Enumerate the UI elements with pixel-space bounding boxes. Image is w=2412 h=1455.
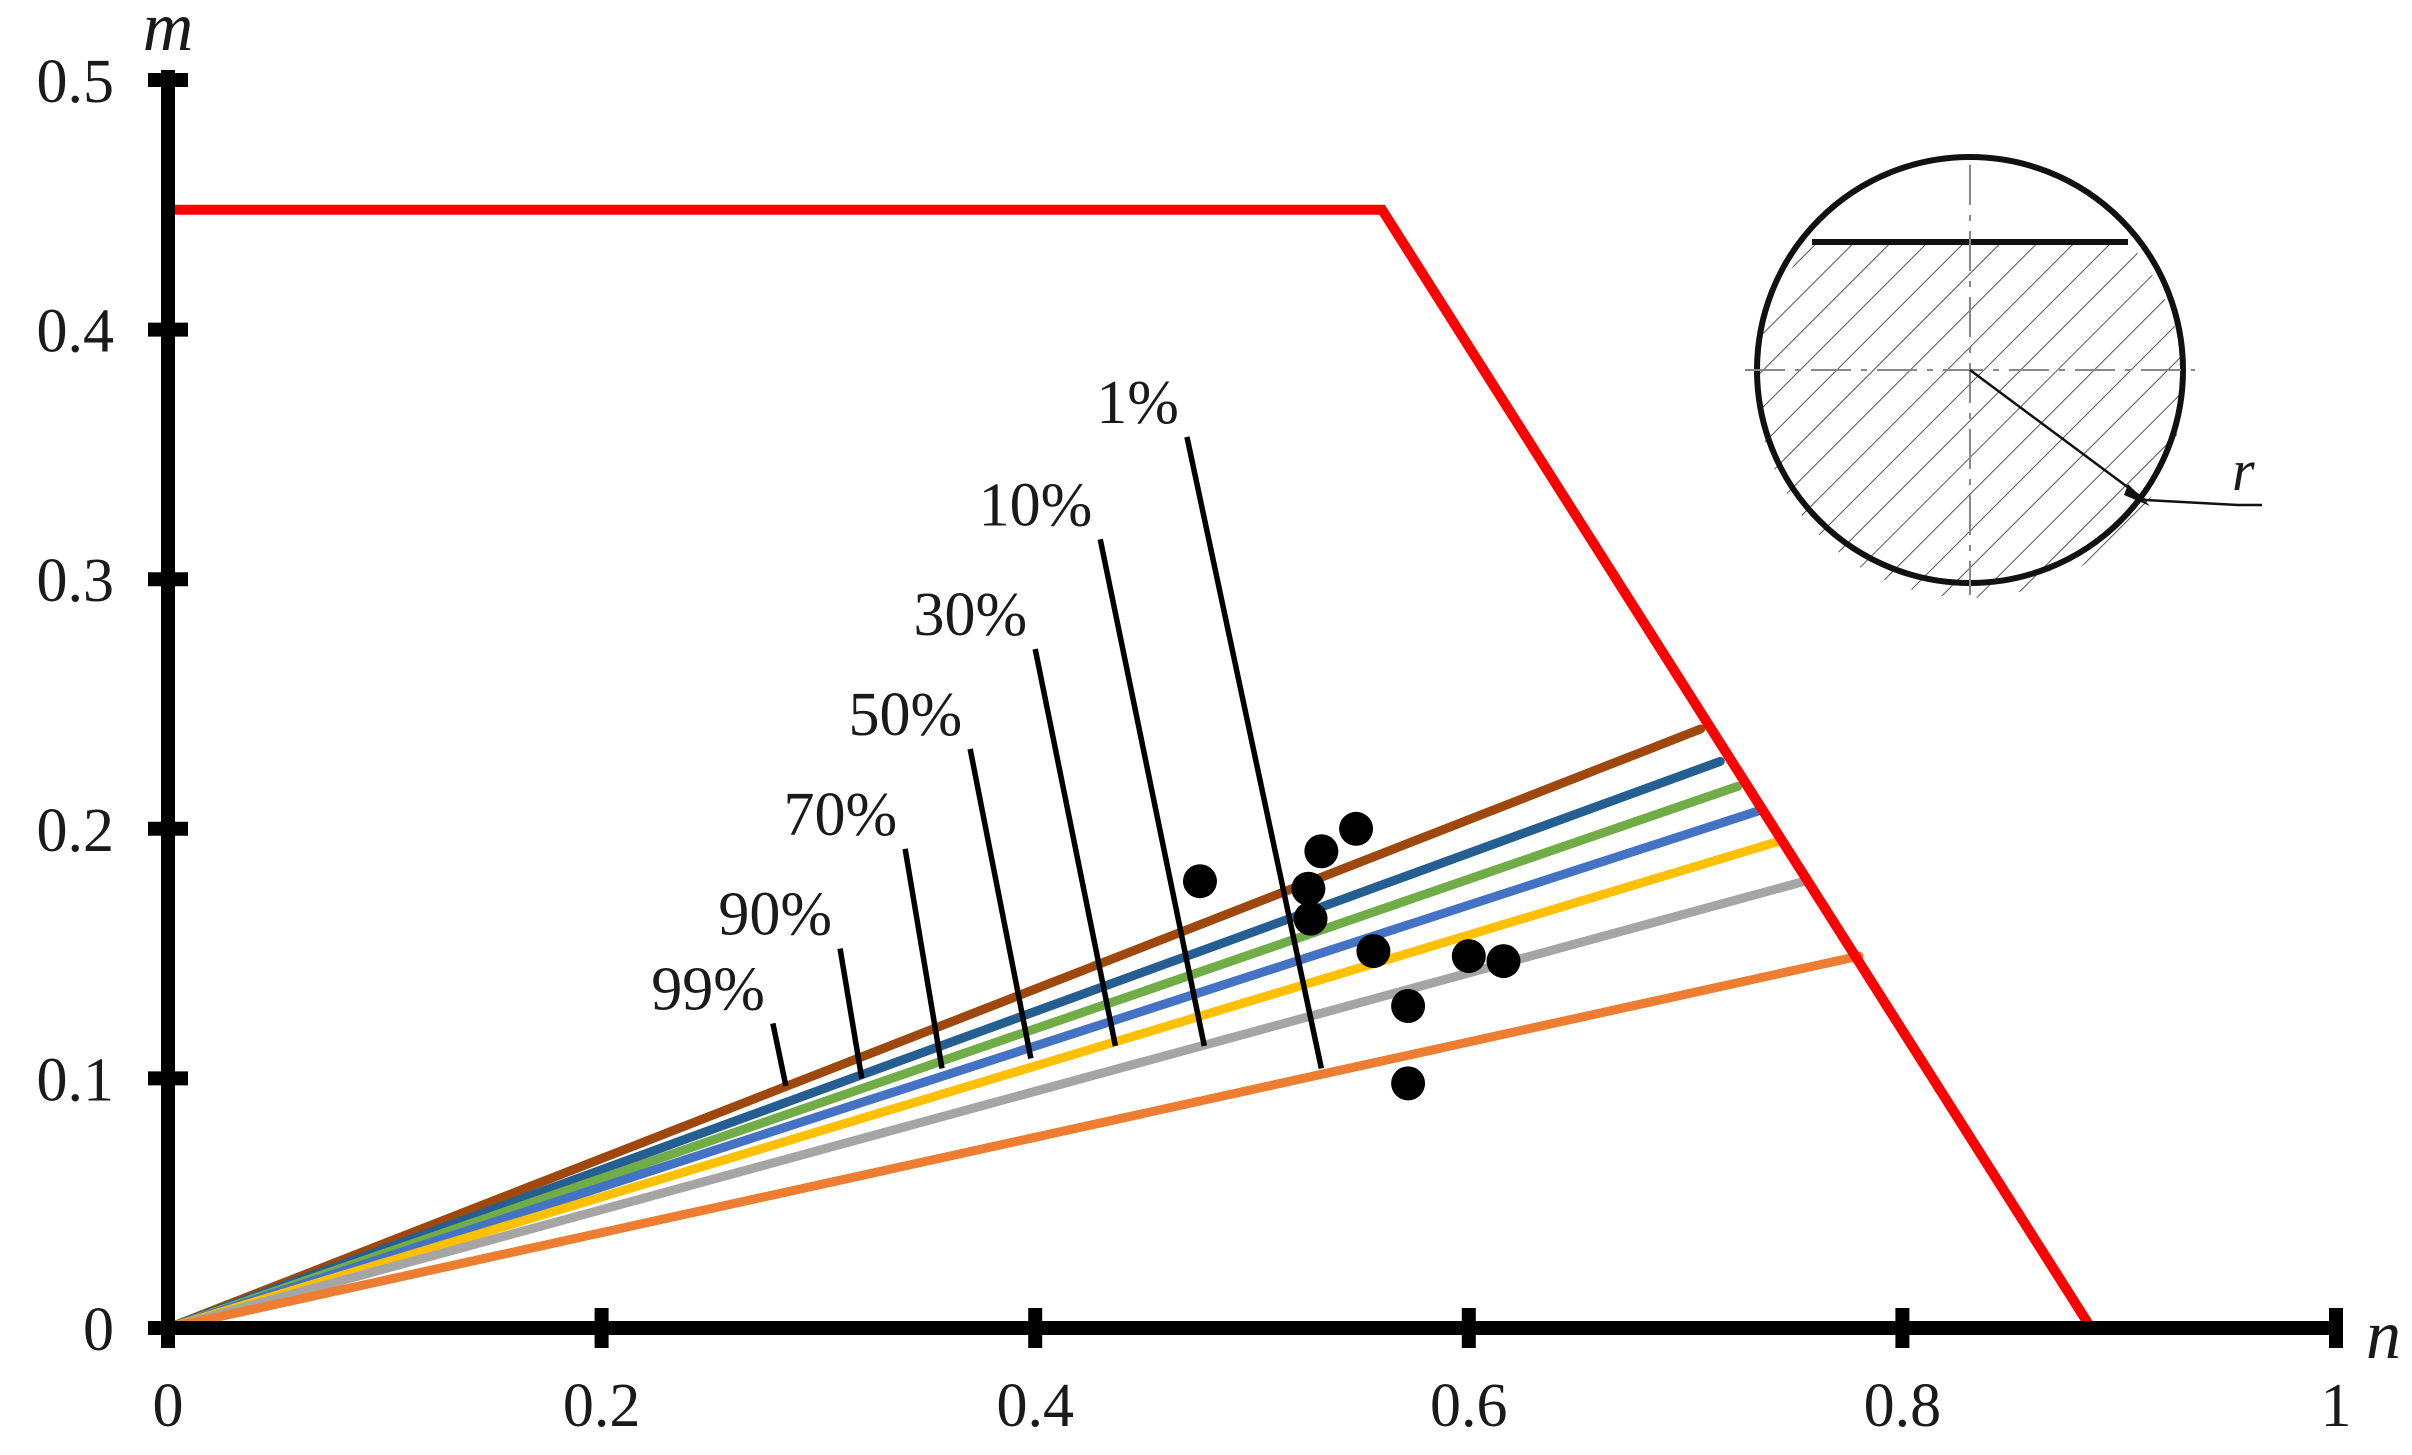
x-tick-label-1: 0.2 (563, 1372, 641, 1440)
x-tick-label-4: 0.8 (1864, 1372, 1942, 1440)
series-pointer-2 (902, 848, 945, 1069)
x-axis-title: n (2366, 1297, 2401, 1374)
series-lines (163, 724, 1864, 1333)
series-line-1 (163, 756, 1725, 1333)
series-pointers: 99%90% 70% 50% 30% 10%1% (651, 369, 1325, 1087)
series-label-5: 10% (979, 471, 1093, 539)
y-axis-title: m (143, 0, 194, 66)
y-tick-label-2: 0.2 (37, 797, 115, 865)
series-line-3 (163, 806, 1762, 1333)
data-point-4 (1293, 901, 1328, 936)
series-label-3: 50% (849, 681, 963, 749)
boundary-line-group (168, 204, 2096, 1331)
data-point-3 (1291, 871, 1326, 906)
radius-label: r (2232, 438, 2255, 503)
y-tick-label-0: 0 (83, 1296, 114, 1364)
y-tick-label-3: 0.3 (37, 547, 115, 615)
data-point-6 (1451, 939, 1486, 974)
series-line-5 (163, 876, 1810, 1333)
data-point-5 (1356, 934, 1391, 969)
series-pointer-6 (1184, 436, 1325, 1069)
axes: 0 0.2 0.4 0.6 0.8 1 0 0.1 0.2 0.3 0.4 0.5 (37, 48, 2352, 1440)
data-point-9 (1391, 1066, 1426, 1101)
series-pointer-1 (837, 948, 865, 1079)
series-label-6: 1% (1096, 369, 1179, 437)
series-pointer-5 (1097, 538, 1207, 1047)
x-tick-label-5: 1 (2321, 1372, 2352, 1440)
y-tick-label-5: 0.5 (37, 48, 115, 116)
data-point-1 (1304, 834, 1339, 869)
y-tick-label-4: 0.4 (37, 298, 115, 366)
series-label-4: 30% (914, 581, 1028, 649)
x-tick-label-3: 0.6 (1430, 1372, 1508, 1440)
y-tick-label-1: 0.1 (37, 1046, 115, 1114)
series-line-6 (163, 951, 1864, 1333)
data-point-7 (1486, 944, 1521, 979)
boundary-line (168, 204, 2096, 1331)
series-pointer-4 (1032, 648, 1119, 1047)
data-point-2 (1339, 811, 1374, 846)
x-tick-label-0: 0 (153, 1372, 184, 1440)
cross-section-icon: r (1745, 154, 2262, 598)
series-label-2: 70% (783, 781, 897, 849)
data-point-0 (1182, 864, 1217, 899)
series-line-2 (163, 781, 1743, 1333)
data-points (1182, 811, 1521, 1101)
data-point-8 (1391, 989, 1426, 1024)
series-label-0: 99% (651, 955, 765, 1023)
series-label-1: 90% (718, 881, 832, 949)
series-line-4 (163, 836, 1784, 1333)
x-tick-label-2: 0.4 (996, 1372, 1074, 1440)
series-pointer-0 (770, 1022, 789, 1087)
series-pointer-3 (967, 748, 1034, 1059)
